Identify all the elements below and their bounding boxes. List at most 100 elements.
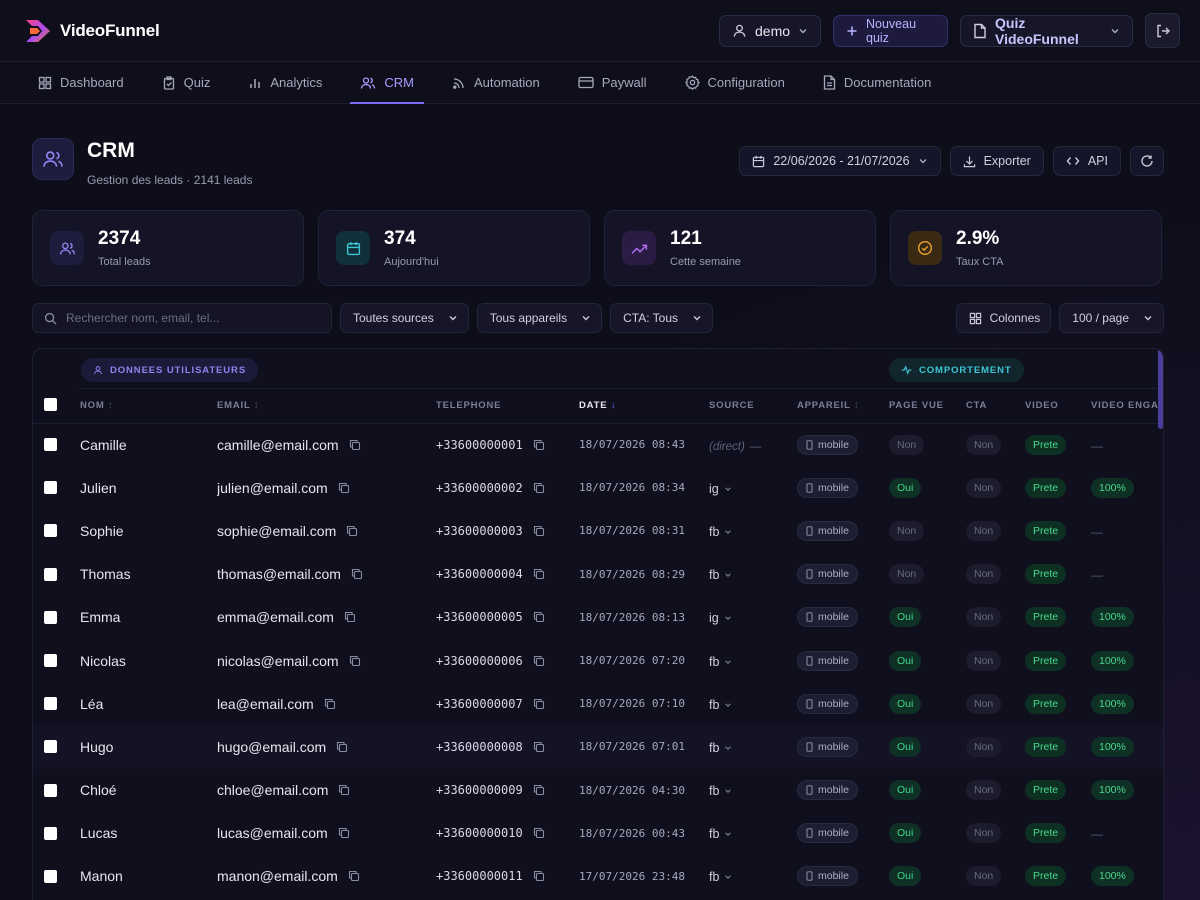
copy-icon[interactable]: [338, 784, 350, 796]
refresh-button[interactable]: [1130, 146, 1164, 176]
col-header-video[interactable]: VIDEO: [1025, 389, 1091, 424]
source-value[interactable]: ig: [709, 482, 732, 496]
tab-quiz[interactable]: Quiz: [152, 62, 221, 103]
copy-icon[interactable]: [336, 741, 348, 753]
copy-icon[interactable]: [533, 655, 545, 667]
col-header-email[interactable]: EMAIL ↕: [217, 389, 436, 424]
row-checkbox[interactable]: [44, 783, 57, 797]
copy-icon[interactable]: [338, 827, 350, 839]
table-row[interactable]: Léa lea@email.com +33600000007 18/07/2026 0…: [33, 682, 1163, 725]
copy-icon[interactable]: [533, 568, 545, 580]
copy-icon[interactable]: [533, 611, 545, 623]
source-value[interactable]: fb: [709, 698, 732, 712]
chevron-down-icon: [724, 873, 732, 881]
source-value[interactable]: fb: [709, 870, 732, 884]
table-row[interactable]: Manon manon@email.com +33600000011 17/07/20…: [33, 855, 1163, 898]
select-all-checkbox[interactable]: [44, 398, 57, 412]
table-row[interactable]: Camille camille@email.com +33600000001 18/0…: [33, 423, 1163, 466]
table-row[interactable]: Nicolas nicolas@email.com +33600000006 18/0…: [33, 639, 1163, 682]
row-checkbox[interactable]: [44, 610, 57, 624]
table-row[interactable]: Hugo hugo@email.com +33600000008 18/07/2026…: [33, 725, 1163, 769]
page-vue-badge: Oui: [889, 650, 922, 671]
copy-icon[interactable]: [344, 611, 356, 623]
source-filter-select[interactable]: Toutes sources: [340, 303, 469, 333]
row-checkbox[interactable]: [44, 740, 57, 754]
search-input[interactable]: [66, 311, 306, 325]
copy-icon[interactable]: [533, 741, 545, 753]
user-icon: [93, 365, 103, 375]
copy-icon[interactable]: [346, 525, 358, 537]
brand[interactable]: VideoFunnel: [24, 17, 160, 45]
tab-dashboard[interactable]: Dashboard: [28, 62, 134, 103]
table-row[interactable]: Emma emma@email.com +33600000005 18/07/2026…: [33, 596, 1163, 639]
per-page-select[interactable]: 100 / page: [1059, 303, 1164, 333]
table-row[interactable]: Julien julien@email.com +33600000002 18/07/…: [33, 466, 1163, 509]
table-row[interactable]: Lucas lucas@email.com +33600000010 18/07/20…: [33, 812, 1163, 855]
copy-icon[interactable]: [533, 698, 545, 710]
row-checkbox[interactable]: [44, 826, 57, 840]
date-range-picker[interactable]: 22/06/2026 - 21/07/2026: [739, 146, 941, 176]
table-row[interactable]: Chloé chloe@email.com +33600000009 18/07/20…: [33, 769, 1163, 812]
source-value[interactable]: fb: [709, 525, 732, 539]
copy-icon[interactable]: [533, 439, 545, 451]
tab-label: Paywall: [601, 75, 647, 90]
copy-icon[interactable]: [533, 827, 545, 839]
table-row[interactable]: Sophie sophie@email.com +33600000003 18/07/…: [33, 509, 1163, 552]
source-value[interactable]: ig: [709, 611, 732, 625]
tab-analytics[interactable]: Analytics: [238, 62, 332, 103]
row-checkbox[interactable]: [44, 481, 57, 495]
tab-configuration[interactable]: Configuration: [675, 62, 795, 103]
copy-icon[interactable]: [338, 482, 350, 494]
export-button[interactable]: Exporter: [949, 146, 1044, 176]
col-header-video-engagement[interactable]: VIDEO ENGA: [1091, 389, 1163, 424]
quiz-selector[interactable]: Quiz VideoFunnel: [960, 14, 1133, 47]
copy-icon[interactable]: [324, 698, 336, 710]
table-row[interactable]: Thomas thomas@email.com +33600000004 18/07/…: [33, 553, 1163, 596]
col-header-telephone[interactable]: TELEPHONE: [436, 389, 579, 424]
row-checkbox[interactable]: [44, 438, 57, 452]
row-checkbox[interactable]: [44, 697, 57, 711]
col-header-date[interactable]: DATE ↓: [579, 389, 709, 424]
col-header-source[interactable]: SOURCE: [709, 389, 797, 424]
col-header-page-vue[interactable]: PAGE VUE: [889, 389, 966, 424]
source-value[interactable]: fb: [709, 827, 732, 841]
columns-button[interactable]: Colonnes: [955, 303, 1052, 333]
search-box[interactable]: [32, 303, 332, 333]
row-checkbox[interactable]: [44, 869, 57, 883]
copy-icon[interactable]: [533, 482, 545, 494]
device-filter-select[interactable]: Tous appareils: [476, 303, 603, 333]
table-scrollbar[interactable]: [1158, 349, 1163, 429]
source-value[interactable]: fb: [709, 568, 732, 582]
copy-icon[interactable]: [349, 655, 361, 667]
logout-button[interactable]: [1145, 13, 1180, 48]
tab-paywall[interactable]: Paywall: [568, 62, 657, 103]
copy-icon[interactable]: [351, 568, 363, 580]
row-checkbox[interactable]: [44, 524, 57, 538]
copy-icon[interactable]: [533, 870, 545, 882]
new-quiz-button[interactable]: Nouveau quiz: [833, 14, 948, 47]
source-value[interactable]: fb: [709, 741, 732, 755]
tab-crm[interactable]: CRM: [350, 62, 424, 104]
cta-filter-select[interactable]: CTA: Tous: [610, 303, 714, 333]
row-select-cell: [33, 682, 80, 725]
row-checkbox[interactable]: [44, 567, 57, 581]
col-header-nom[interactable]: NOM ↕: [80, 389, 217, 424]
device-badge: mobile: [797, 520, 858, 541]
tab-documentation[interactable]: Documentation: [813, 62, 941, 103]
row-checkbox[interactable]: [44, 654, 57, 668]
tab-automation[interactable]: Automation: [442, 62, 550, 103]
source-value[interactable]: fb: [709, 784, 732, 798]
source-value[interactable]: (direct) —: [709, 440, 762, 453]
user-menu-button[interactable]: demo: [719, 14, 821, 47]
device-badge: mobile: [797, 477, 858, 498]
copy-icon[interactable]: [533, 525, 545, 537]
date-cell: 17/07/2026 23:48: [579, 855, 709, 898]
email-cell: julien@email.com: [217, 466, 436, 509]
source-value[interactable]: fb: [709, 655, 732, 669]
col-header-cta[interactable]: CTA: [966, 389, 1025, 424]
copy-icon[interactable]: [349, 439, 361, 451]
col-header-appareil[interactable]: APPAREIL ↕: [797, 389, 889, 424]
copy-icon[interactable]: [533, 784, 545, 796]
copy-icon[interactable]: [348, 870, 360, 882]
api-button[interactable]: API: [1052, 146, 1121, 176]
